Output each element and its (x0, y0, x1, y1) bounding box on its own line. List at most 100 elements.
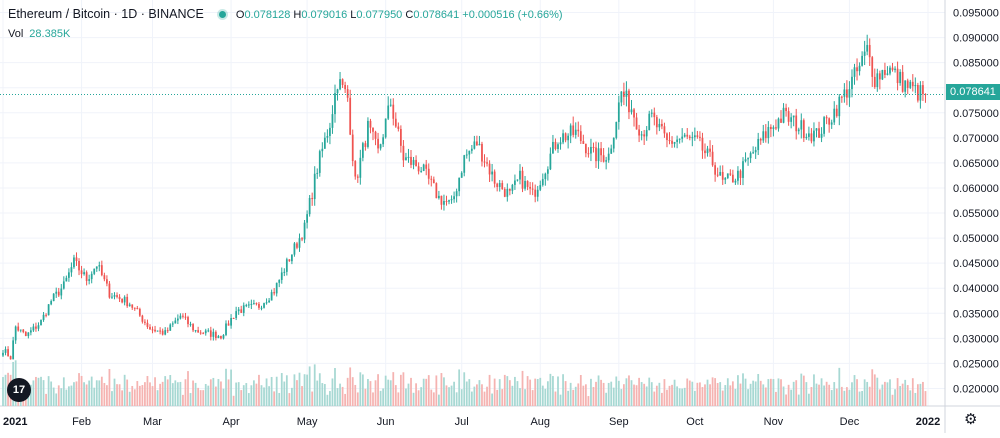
volume-bar (37, 377, 40, 406)
volume-bar (194, 382, 197, 406)
candle-body (544, 173, 547, 180)
candle-body (577, 129, 580, 132)
x-tick-label: Jun (377, 416, 395, 428)
volume-bar (465, 381, 468, 406)
candle-body (607, 153, 610, 161)
candle-body (640, 134, 643, 136)
volume-bar (161, 381, 164, 406)
volume-bar (909, 390, 912, 406)
volume-bar (399, 374, 402, 406)
volume-bar (534, 378, 537, 406)
candle-body (154, 329, 156, 332)
candle-body (179, 315, 182, 319)
candle-body (539, 185, 542, 190)
candle-body (699, 136, 701, 138)
volume-bar (453, 381, 455, 406)
candle-body (37, 325, 40, 329)
volume-bar (666, 389, 668, 406)
candle-body (204, 330, 207, 334)
y-tick-label: 0.095000 (953, 8, 999, 20)
volume-bar (35, 376, 37, 406)
volume-bar (260, 385, 263, 406)
volume-bar (873, 374, 876, 406)
candle-body (478, 143, 481, 146)
candle-body (394, 118, 397, 127)
candle-body (164, 330, 167, 335)
volume-bar (316, 380, 319, 406)
volume-bar (891, 394, 894, 406)
candle-body (98, 265, 101, 267)
candle-body (382, 137, 385, 145)
volume-bar (838, 367, 841, 406)
volume-bar (623, 384, 625, 406)
volume-bar (863, 379, 866, 406)
volume-bar (356, 392, 359, 406)
candle-body (757, 138, 760, 151)
volume-bar (716, 383, 719, 406)
candle-body (919, 85, 922, 101)
volume-bar (346, 377, 349, 406)
candle-body (610, 148, 613, 154)
volume-bar (868, 386, 871, 406)
candle-body (240, 309, 243, 313)
symbol-legend: Ethereum / Bitcoin · 1D · BINANCE O0.078… (8, 7, 563, 21)
volume-bar (478, 380, 481, 406)
volume-bar (379, 390, 382, 406)
candle-body (574, 129, 577, 135)
volume-bar (610, 381, 613, 406)
volume-bar (458, 369, 461, 406)
volume-bar (554, 391, 557, 406)
candle-body (590, 146, 592, 154)
x-tick-label: 2022 (916, 416, 940, 428)
candle-body (557, 144, 559, 149)
volume-bar (734, 388, 737, 406)
volume-bar (440, 373, 443, 406)
candle-body (417, 166, 420, 172)
volume-bar (754, 381, 757, 406)
candle-body (866, 44, 869, 52)
tradingview-logo-icon[interactable]: 17 (7, 378, 31, 402)
volume-legend[interactable]: Vol 28.385K (8, 28, 70, 40)
candle-body (716, 174, 719, 176)
candle-body (40, 320, 42, 326)
candle-body (55, 291, 58, 294)
candle-body (237, 309, 240, 312)
candle-body (476, 141, 478, 146)
candle-body (823, 117, 825, 134)
volume-bar (29, 384, 32, 406)
candle-body (529, 186, 532, 189)
volume-bar (430, 389, 433, 406)
candle-body (805, 136, 808, 139)
volume-bar (769, 378, 772, 406)
gear-icon[interactable]: ⚙ (964, 411, 978, 428)
volume-bar (113, 378, 116, 406)
volume-bar (633, 384, 635, 406)
candle-body (70, 267, 73, 273)
volume-bar (739, 383, 742, 406)
candle-body (235, 311, 238, 319)
candle-body (737, 170, 739, 181)
symbol-title[interactable]: Ethereum / Bitcoin · 1D · BINANCE (8, 7, 204, 21)
candle-body (858, 65, 861, 72)
volume-bar (323, 384, 326, 406)
candle-body (387, 105, 390, 119)
candle-body (369, 120, 372, 128)
candle-body (524, 180, 526, 189)
candle-body (719, 171, 722, 176)
volume-bar (470, 391, 473, 406)
candle-body (828, 118, 831, 125)
candle-body (29, 330, 32, 333)
volume-bar (848, 389, 851, 406)
candle-body (427, 168, 430, 179)
y-tick-label: 0.065000 (953, 158, 999, 170)
candle-body (189, 324, 192, 326)
candle-body (676, 139, 678, 142)
candle-body (884, 69, 886, 75)
candle-body (296, 243, 298, 248)
candle-body (50, 301, 53, 305)
market-status-dot-icon (219, 10, 227, 18)
x-tick-label: Nov (764, 416, 784, 428)
candle-body (691, 137, 694, 139)
